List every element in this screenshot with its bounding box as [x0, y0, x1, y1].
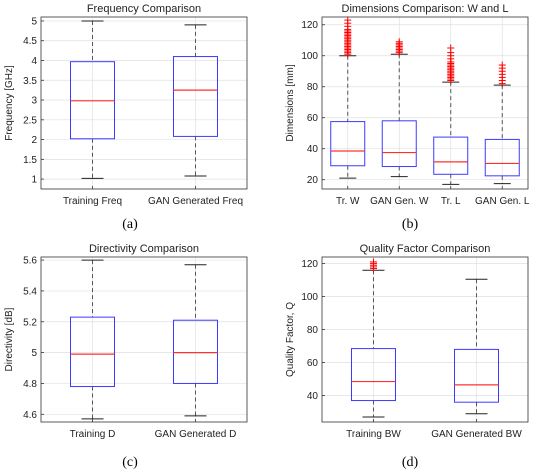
y-tick-label: 80: [307, 82, 319, 93]
y-tick-label: 120: [301, 20, 318, 31]
y-tick-label: 2.5: [23, 115, 37, 126]
box-1: [70, 259, 115, 420]
y-axis-label: Quality Factor, Q: [285, 302, 296, 377]
y-tick-label: 3.5: [23, 76, 37, 87]
x-tick-label: Training Freq: [63, 196, 122, 207]
y-tick-label: 1.5: [23, 155, 37, 166]
y-tick-label: 4: [31, 56, 37, 67]
x-tick-label: Tr. W: [336, 196, 360, 207]
x-tick-label: Training D: [70, 429, 116, 440]
box-1: [70, 20, 115, 179]
axes-frame: [40, 256, 248, 423]
chart-title: Dimensions Comparison: W and L: [342, 3, 509, 15]
box-1: [351, 258, 396, 418]
x-tick-label: GAN Gen. L: [475, 196, 530, 207]
box-body: [454, 348, 499, 403]
chart-panel-1: 1 1.5 2 2.5 3 3.5 4 4.5 5 Training Freq GAN Genera…: [4, 3, 248, 207]
caption-c: (c): [122, 455, 138, 470]
outlier-marker: [370, 258, 377, 266]
axes-frame: [321, 16, 529, 190]
outlier-marker: [447, 44, 455, 52]
box-body: [173, 56, 218, 137]
y-axis-label: Dimensions [mm]: [285, 64, 296, 141]
x-tick-label: GAN Generated D: [155, 429, 237, 440]
box-body: [484, 138, 520, 177]
y-tick-label: 2: [31, 135, 37, 146]
y-tick-label: 40: [307, 391, 319, 402]
chart-panel-4: 40 60 80 100 120 Training BW GAN Generated BW Q…: [285, 243, 529, 440]
y-tick-label: 5: [31, 348, 37, 359]
axes-frame: [40, 16, 248, 190]
y-axis-label: Frequency [GHz]: [4, 65, 15, 141]
box-2: [173, 264, 218, 417]
caption-a: (a): [122, 217, 138, 232]
y-tick-label: 5.2: [23, 317, 37, 328]
outlier-marker: [395, 38, 403, 46]
x-tick-label: Training BW: [346, 429, 401, 440]
box-body: [351, 348, 396, 402]
plot-area: [41, 17, 247, 189]
box-1: [330, 16, 366, 179]
y-tick-label: 120: [301, 259, 318, 270]
y-tick-label: 100: [301, 51, 318, 62]
y-tick-label: 40: [307, 144, 319, 155]
x-tick-label: GAN Generated Freq: [148, 196, 243, 207]
caption-d: (d): [401, 455, 419, 470]
box-body: [330, 121, 366, 167]
box-2: [173, 24, 218, 177]
y-tick-label: 20: [307, 175, 319, 186]
outlier-marker: [344, 16, 352, 24]
box-body: [381, 120, 417, 168]
y-tick-label: 4.6: [23, 410, 37, 421]
box-2: [454, 278, 499, 415]
chart-title: Quality Factor Comparison: [360, 243, 491, 255]
y-axis-label: Directivity [dB]: [4, 307, 15, 371]
y-tick-label: 4.8: [23, 379, 37, 390]
y-tick-label: 1: [31, 175, 37, 186]
box-body: [173, 319, 218, 384]
chart-title: Directivity Comparison: [89, 243, 199, 255]
chart-panel-3: 4.6 4.8 5 5.2 5.4 5.6 Training D GAN Generated …: [4, 243, 248, 440]
outlier-marker: [498, 61, 506, 69]
x-tick-label: GAN Gen. W: [370, 196, 429, 207]
y-tick-label: 4.5: [23, 36, 37, 47]
x-tick-label: Tr. L: [441, 196, 461, 207]
y-tick-label: 5: [31, 16, 37, 27]
y-tick-label: 5.4: [23, 286, 37, 297]
y-tick-label: 60: [307, 113, 319, 124]
box-2: [381, 38, 417, 178]
box-4: [484, 61, 520, 185]
y-tick-label: 100: [301, 292, 318, 303]
y-tick-label: 60: [307, 358, 319, 369]
chart-panel-2: 20 40 60 80 100 120 Tr. W GAN Gen. W Tr. L GAN Ge…: [285, 3, 530, 207]
y-tick-label: 5.6: [23, 256, 37, 267]
plot-area: [41, 257, 247, 422]
chart-title: Frequency Comparison: [87, 3, 201, 15]
y-tick-label: 3: [31, 96, 37, 107]
y-tick-label: 80: [307, 325, 319, 336]
x-tick-label: GAN Generated BW: [431, 429, 522, 440]
box-3: [433, 44, 469, 185]
caption-b: (b): [401, 217, 419, 232]
axes-frame: [321, 256, 529, 423]
plot-area: [322, 257, 528, 422]
plot-area: [322, 17, 528, 189]
box-body: [70, 316, 115, 388]
box-body: [433, 136, 469, 175]
